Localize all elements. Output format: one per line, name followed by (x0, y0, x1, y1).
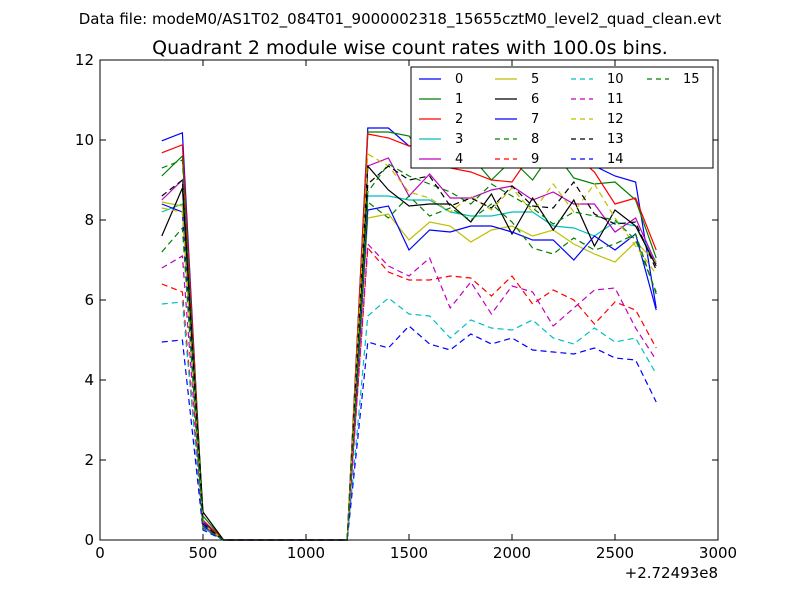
chart-title: Quadrant 2 module wise count rates with … (152, 37, 668, 59)
legend-label-2: 2 (455, 112, 463, 127)
y-tick-label: 12 (75, 51, 94, 69)
legend-label-3: 3 (455, 132, 463, 147)
x-axis-offset-label: +2.72493e8 (625, 564, 718, 582)
legend-label-12: 12 (607, 112, 624, 127)
series-line-12 (161, 152, 657, 541)
series-line-4 (161, 157, 657, 541)
series-line-10 (161, 297, 657, 541)
x-tick-label: 500 (189, 544, 218, 562)
x-tick-label: 3000 (699, 544, 737, 562)
y-tick-label: 6 (84, 291, 94, 309)
legend-label-7: 7 (531, 112, 539, 127)
legend-label-4: 4 (455, 152, 463, 167)
y-tick-label: 10 (75, 131, 94, 149)
x-tick-label: 1500 (390, 544, 428, 562)
series-line-5 (161, 201, 657, 541)
legend-label-6: 6 (531, 92, 539, 107)
y-tick-label: 4 (84, 371, 94, 389)
legend-label-9: 9 (531, 152, 539, 167)
legend-label-0: 0 (455, 72, 463, 87)
series-line-9 (161, 246, 657, 541)
x-tick-label: 0 (95, 544, 105, 562)
legend-label-13: 13 (607, 132, 624, 147)
legend-label-1: 1 (455, 92, 463, 107)
x-tick-label: 2500 (596, 544, 634, 562)
series-layer (161, 127, 657, 541)
x-tick-label: 2000 (493, 544, 531, 562)
series-line-15 (161, 195, 657, 541)
figure-suptitle: Data file: modeM0/AS1T02_084T01_90000023… (79, 10, 722, 29)
legend-label-11: 11 (607, 92, 624, 107)
y-tick-label: 2 (84, 451, 94, 469)
series-line-1 (161, 131, 657, 541)
x-tick-label: 1000 (287, 544, 325, 562)
series-line-6 (161, 164, 657, 541)
series-line-0 (161, 127, 657, 541)
legend-label-10: 10 (607, 72, 624, 87)
series-line-14 (161, 325, 657, 541)
legend-label-8: 8 (531, 132, 539, 147)
legend-label-15: 15 (683, 72, 700, 87)
y-tick-label: 8 (84, 211, 94, 229)
series-line-13 (161, 165, 657, 541)
y-tick-label: 0 (84, 531, 94, 549)
legend-frame (410, 66, 714, 169)
legend-label-5: 5 (531, 72, 539, 87)
series-line-7 (161, 203, 657, 541)
legend-label-14: 14 (607, 152, 624, 167)
series-line-11 (161, 242, 657, 541)
